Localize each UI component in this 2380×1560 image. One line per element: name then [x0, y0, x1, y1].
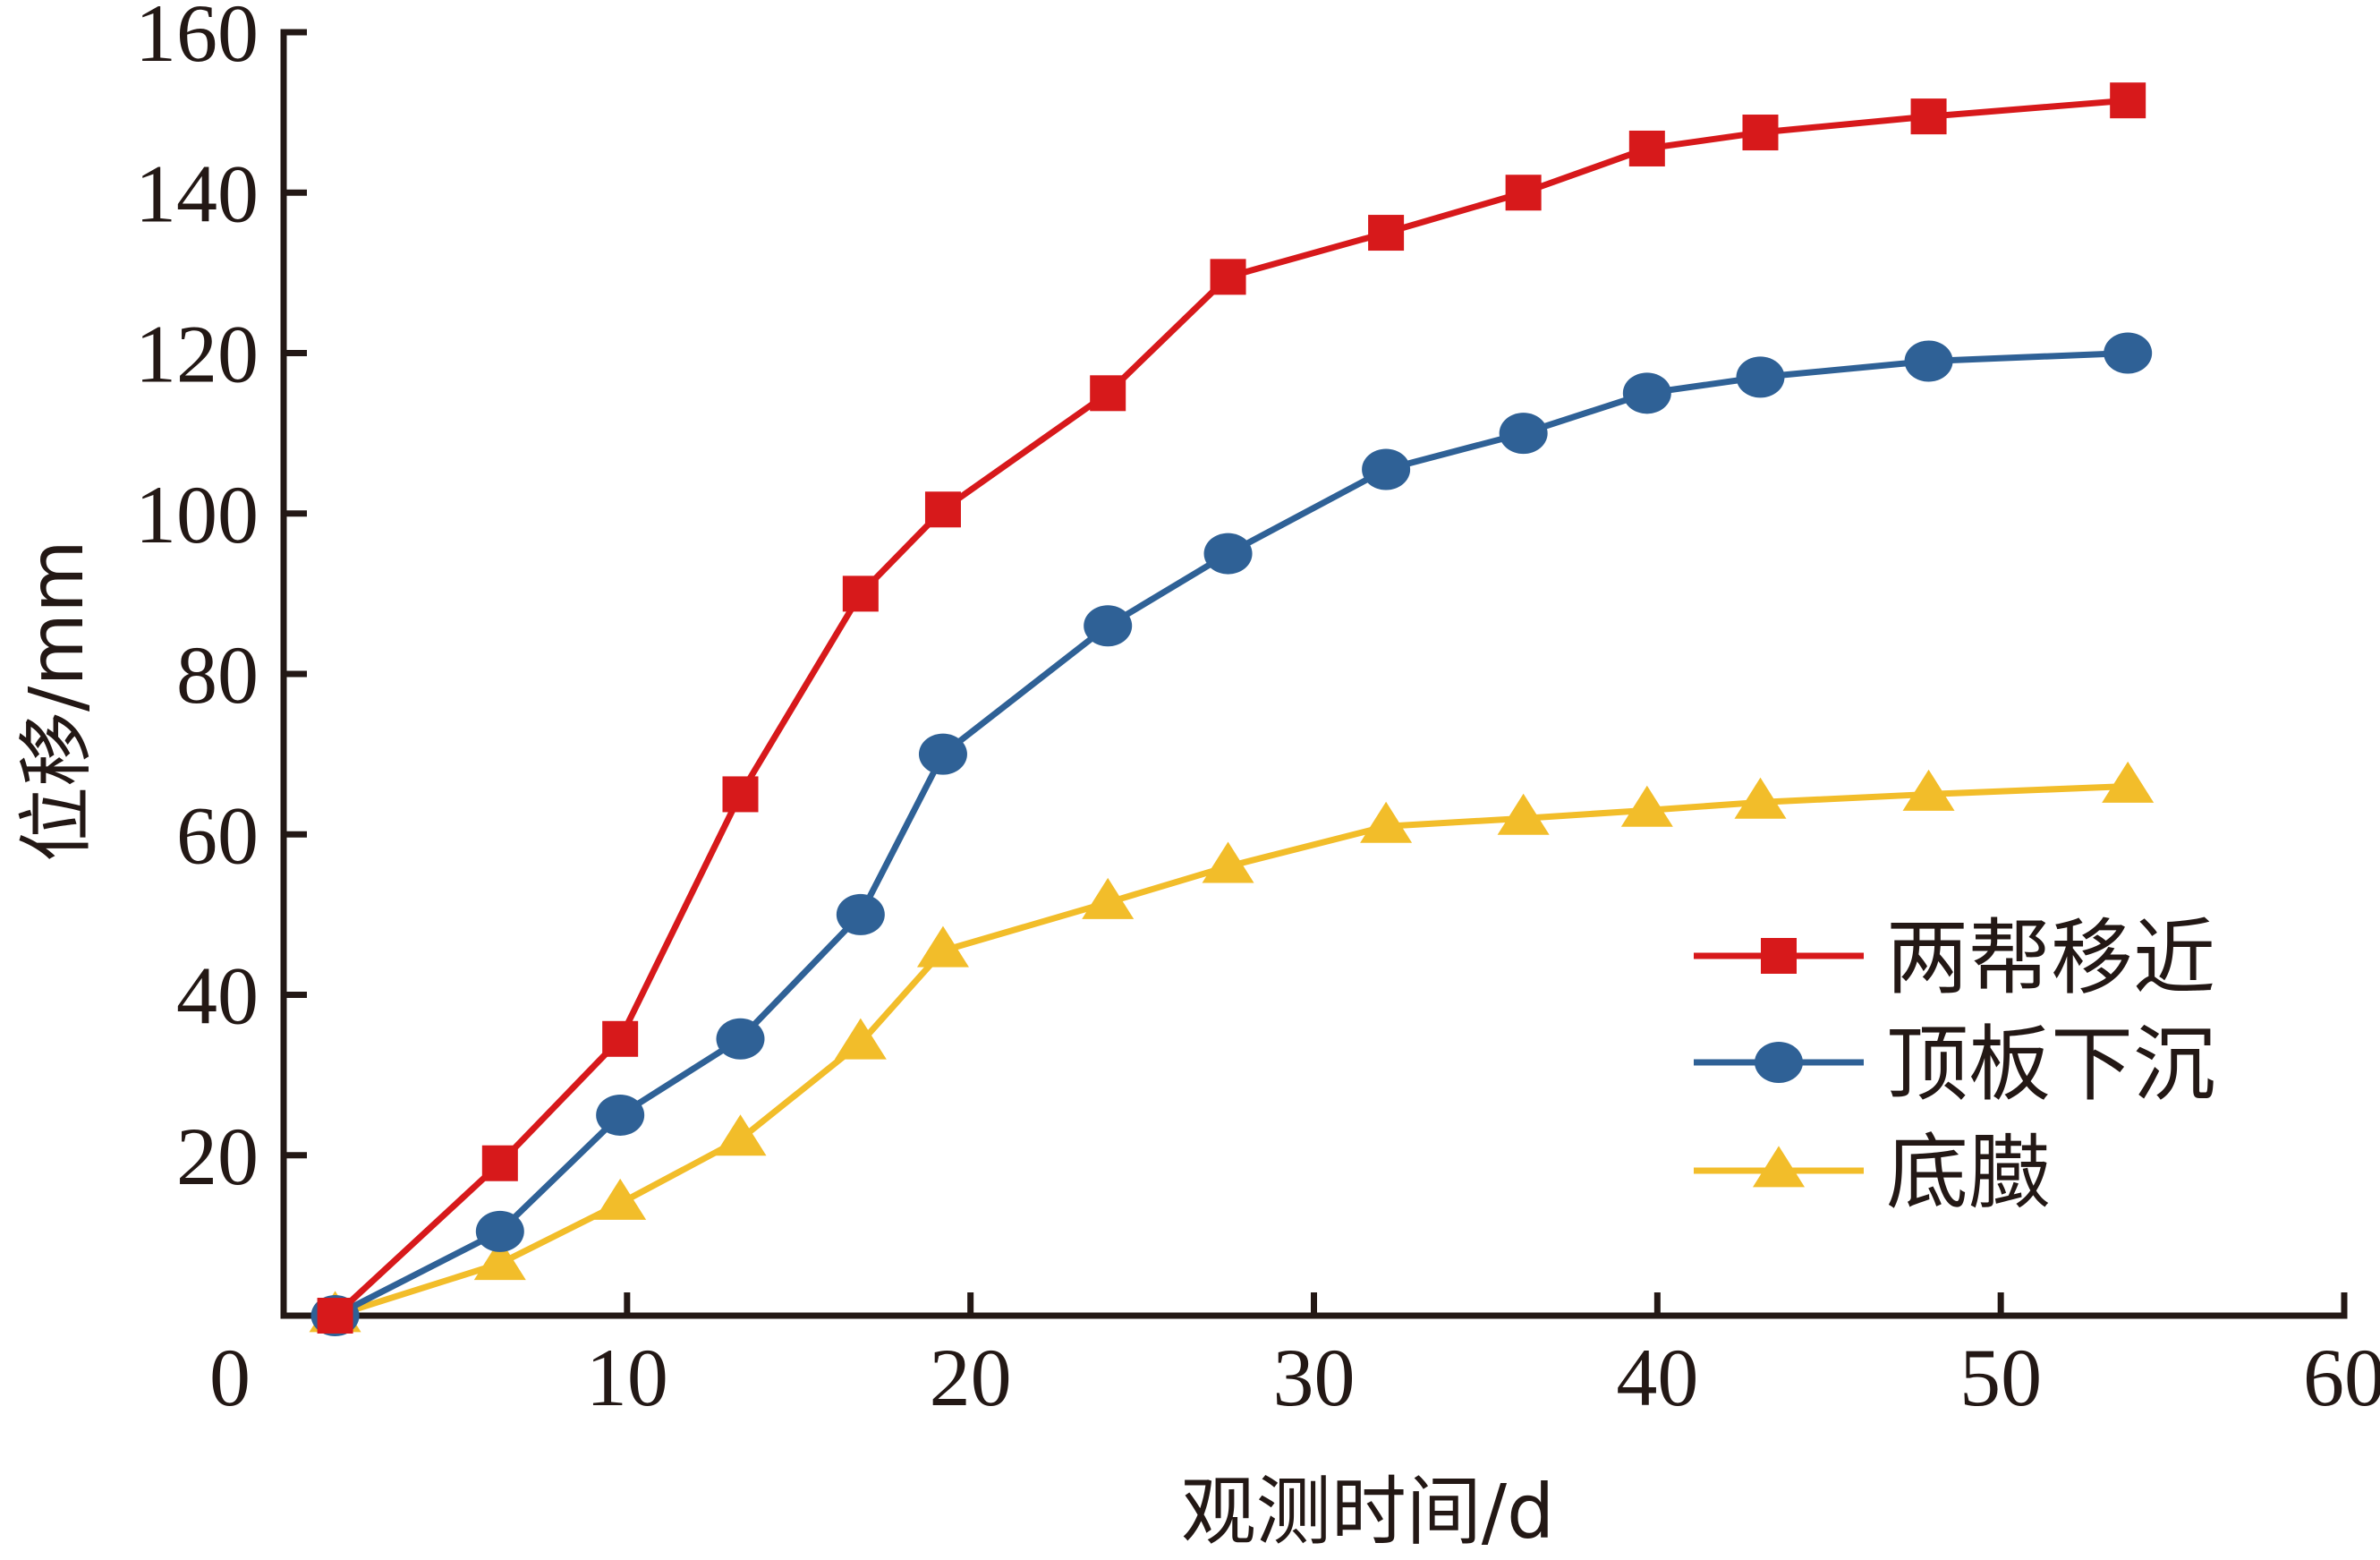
series-2-point-10	[1620, 785, 1673, 827]
legend-label-1: 顶板下沉	[1886, 1017, 2215, 1112]
series-1-point-5	[918, 733, 967, 775]
legend-item-0: 两帮移近	[1694, 910, 2215, 1006]
series-1-point-2	[596, 1094, 645, 1136]
series-1-point-11	[1736, 356, 1785, 398]
series-1-point-12	[1904, 340, 1953, 382]
series-1-point-3	[716, 1018, 765, 1060]
x-tick-label-10: 10	[586, 1332, 668, 1423]
series-0-point-0	[317, 1298, 353, 1334]
series-0-point-12	[1910, 98, 1947, 135]
series-0-point-3	[722, 776, 759, 813]
y-tick-label-140: 140	[135, 148, 259, 239]
series-2-point-8	[1360, 801, 1413, 843]
x-tick-label-0: 0	[209, 1332, 251, 1423]
series-1-point-1	[475, 1210, 524, 1252]
series-2-point-13	[2102, 761, 2155, 803]
x-axis-title: 观测时间/d	[1181, 1468, 1555, 1556]
legend-label-2: 底臌	[1886, 1125, 2051, 1221]
series-0-point-10	[1628, 130, 1665, 166]
legend-marker-1	[1755, 1042, 1803, 1083]
series-2-point-9	[1497, 793, 1550, 835]
series-0-point-13	[2110, 82, 2146, 119]
series-1	[310, 332, 2153, 1336]
series-0-point-1	[481, 1145, 518, 1181]
series-2-line	[334, 782, 2129, 1319]
y-axis-title: 位移/mm	[13, 540, 100, 862]
series-2-point-1	[473, 1239, 526, 1281]
series-2-point-11	[1734, 777, 1787, 819]
y-tick-label-60: 60	[176, 789, 259, 881]
x-tick-label-60: 60	[2303, 1332, 2380, 1423]
x-tick-label-40: 40	[1616, 1332, 1698, 1423]
legend-marker-0	[1761, 938, 1797, 974]
series-0-point-9	[1505, 175, 1542, 211]
series-0-point-5	[924, 491, 961, 528]
y-tick-label-120: 120	[135, 309, 259, 400]
x-tick-label-20: 20	[930, 1332, 1012, 1423]
series-2-point-7	[1202, 841, 1254, 883]
series-layer	[309, 82, 2155, 1336]
series-2-point-12	[1902, 769, 1955, 811]
legend-item-1: 顶板下沉	[1694, 1017, 2215, 1112]
series-2-point-2	[594, 1178, 647, 1220]
series-1-point-7	[1203, 533, 1253, 575]
y-tick-label-100: 100	[135, 469, 259, 560]
y-tick-label-40: 40	[176, 950, 259, 1042]
series-0-point-2	[602, 1020, 639, 1057]
legend-item-2: 底臌	[1694, 1125, 2051, 1221]
x-tick-label-50: 50	[1959, 1332, 2042, 1423]
legend-label-0: 两帮移近	[1886, 910, 2215, 1006]
series-2	[309, 761, 2155, 1333]
series-1-point-13	[2104, 332, 2153, 374]
series-0	[317, 82, 2146, 1334]
series-1-point-6	[1084, 605, 1133, 647]
series-1-point-10	[1622, 372, 1671, 414]
series-0-point-7	[1210, 259, 1246, 295]
series-0-point-8	[1368, 215, 1405, 251]
series-1-point-8	[1362, 448, 1411, 490]
legend-marker-2	[1753, 1146, 1805, 1188]
x-tick-label-30: 30	[1273, 1332, 1356, 1423]
series-0-point-11	[1742, 115, 1779, 151]
series-0-line	[333, 97, 2129, 1318]
series-1-point-9	[1499, 413, 1548, 455]
y-tick-label-20: 20	[176, 1111, 259, 1202]
series-0-point-6	[1090, 375, 1126, 412]
series-1-point-4	[836, 893, 885, 935]
y-tick-label-80: 80	[176, 629, 259, 720]
series-2-point-3	[714, 1114, 767, 1156]
y-tick-label-160: 160	[135, 0, 259, 79]
series-2-point-5	[916, 925, 969, 968]
axes: 20 40 60 80 100 120 140 160 0 10 20 30 40 50 60	[135, 0, 2380, 1423]
series-0-point-4	[842, 575, 879, 612]
series-2-point-4	[834, 1018, 887, 1060]
series-2-point-6	[1082, 877, 1135, 919]
